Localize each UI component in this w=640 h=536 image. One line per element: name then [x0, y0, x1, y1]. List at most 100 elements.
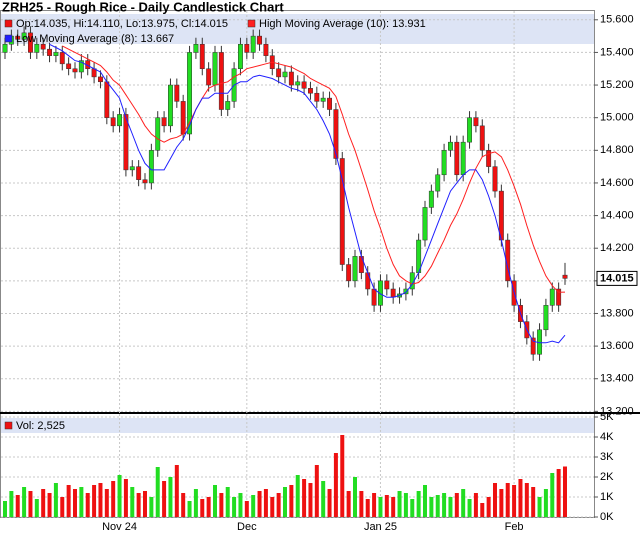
volume-bar: [3, 501, 7, 517]
candle-body: [66, 63, 72, 69]
y-tick-label: 14.400: [600, 209, 634, 221]
volume-bar: [442, 493, 447, 517]
chart-title: ZRH25 - Rough Rice - Daily Candlestick C…: [2, 0, 284, 14]
moving-average-line: [62, 45, 566, 293]
volume-bar: [92, 485, 97, 517]
candle-body: [250, 35, 256, 53]
y-tick-label: 2K: [600, 471, 614, 483]
volume-bar: [378, 497, 383, 517]
volume-bar: [391, 497, 396, 517]
volume-bar: [162, 481, 167, 517]
volume-bar: [524, 483, 529, 517]
candle-body: [110, 117, 116, 127]
volume-bar: [149, 497, 154, 517]
candle-body: [556, 288, 562, 306]
volume-bar: [295, 475, 300, 517]
x-tick-label: Dec: [237, 521, 257, 533]
candle-body: [244, 44, 250, 53]
candle-body: [333, 109, 339, 159]
volume-bar: [505, 483, 510, 517]
volume-bar: [206, 497, 211, 517]
y-tick-label: 15.400: [600, 46, 634, 58]
volume-bar: [117, 475, 122, 517]
legend-band: [1, 14, 594, 44]
volume-bar: [550, 473, 555, 517]
candle-body: [327, 97, 332, 110]
volume-bar: [543, 489, 548, 517]
candle-body: [123, 114, 129, 171]
candle-body: [358, 256, 364, 273]
volume-bar: [79, 487, 84, 517]
volume-bar: [155, 467, 160, 517]
volume-bar: [302, 479, 307, 517]
candle-body: [543, 305, 549, 331]
candle-body: [479, 125, 485, 151]
volume-bar: [168, 477, 173, 517]
candle-body: [238, 44, 243, 69]
candle-body: [193, 44, 199, 53]
candle-body: [276, 68, 282, 78]
candle-body: [492, 166, 498, 192]
volume-bar: [60, 497, 65, 517]
volume-bar: [270, 497, 275, 517]
candle-body: [441, 150, 447, 176]
volume-bar: [193, 489, 198, 517]
volume-bar: [486, 497, 491, 517]
candle-body: [295, 81, 301, 86]
candle-body: [212, 52, 218, 86]
volume-bar: [308, 483, 313, 517]
volume-bar: [435, 495, 440, 517]
candle-body: [53, 52, 59, 56]
candle-body: [473, 117, 479, 127]
candle-body: [148, 150, 154, 184]
volume-bar: [333, 453, 338, 517]
volume-bar: [353, 477, 357, 517]
volume-bar: [397, 491, 402, 517]
candle-body: [422, 207, 428, 241]
volume-bar: [314, 465, 319, 517]
candle-body: [21, 32, 27, 40]
volume-bar: [403, 493, 408, 517]
volume-bar: [493, 483, 497, 517]
volume-bar: [111, 481, 116, 517]
legend-entry: High Moving Average (10): 13.931: [259, 18, 426, 30]
candle-body: [384, 280, 390, 290]
candle-body: [549, 288, 555, 306]
volume-bar: [73, 489, 77, 517]
y-tick-label: 13.800: [600, 307, 634, 319]
y-tick-label: 14.600: [600, 177, 634, 189]
volume-bar: [461, 489, 466, 517]
x-tick-label: Feb: [505, 521, 524, 533]
candle-body: [72, 68, 78, 73]
volume-bar: [327, 489, 332, 517]
volume-bar: [104, 489, 109, 517]
volume-bar: [473, 493, 478, 517]
volume-bar: [563, 466, 567, 517]
volume-bar: [143, 491, 147, 517]
volume-legend: Vol: 2,525: [16, 420, 65, 432]
candle-body: [199, 44, 205, 69]
last-price-label: 14.015: [600, 272, 634, 284]
volume-bar: [66, 485, 71, 517]
y-tick-label: 5K: [600, 411, 614, 423]
volume-bar: [289, 485, 294, 517]
volume-bar: [47, 493, 52, 517]
volume-bar: [187, 501, 192, 517]
volume-bar: [174, 465, 179, 517]
y-tick-label: 1K: [600, 491, 614, 503]
y-tick-label: 15.000: [600, 112, 634, 124]
y-tick-label: 13.600: [600, 340, 634, 352]
volume-bar: [53, 483, 58, 517]
candle-body: [40, 44, 46, 50]
y-tick-label: 15.200: [600, 79, 634, 91]
candle-body: [257, 35, 262, 45]
volume-bar: [130, 487, 135, 517]
volume-bar: [531, 487, 536, 517]
legend-swatch: [247, 19, 256, 28]
volume-bar: [321, 481, 326, 517]
candle-body: [460, 141, 466, 176]
candle-body: [282, 71, 288, 78]
volume-bar: [213, 485, 217, 517]
y-tick-label: 4K: [600, 431, 614, 443]
